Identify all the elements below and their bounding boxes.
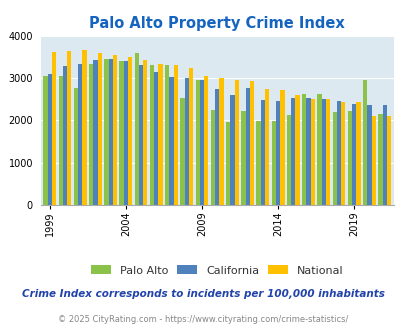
- Bar: [204, 76, 208, 205]
- Bar: [386, 116, 390, 205]
- Bar: [82, 50, 86, 205]
- Bar: [377, 114, 382, 205]
- Bar: [58, 76, 63, 205]
- Bar: [199, 81, 204, 205]
- Bar: [332, 112, 336, 205]
- Bar: [310, 99, 314, 205]
- Bar: [74, 88, 78, 205]
- Bar: [226, 122, 230, 205]
- Bar: [195, 80, 199, 205]
- Bar: [119, 61, 124, 205]
- Bar: [219, 79, 223, 205]
- Bar: [78, 64, 82, 205]
- Bar: [149, 65, 154, 205]
- Bar: [188, 68, 193, 205]
- Bar: [113, 55, 117, 205]
- Bar: [279, 90, 284, 205]
- Bar: [184, 79, 188, 205]
- Bar: [210, 110, 215, 205]
- Bar: [340, 102, 345, 205]
- Legend: Palo Alto, California, National: Palo Alto, California, National: [86, 261, 347, 280]
- Bar: [173, 65, 177, 205]
- Bar: [143, 60, 147, 205]
- Bar: [241, 111, 245, 205]
- Bar: [245, 88, 249, 205]
- Bar: [264, 89, 269, 205]
- Bar: [104, 59, 108, 205]
- Bar: [275, 101, 279, 205]
- Bar: [47, 74, 52, 205]
- Bar: [165, 65, 169, 205]
- Bar: [63, 66, 67, 205]
- Bar: [180, 98, 184, 205]
- Bar: [286, 115, 290, 205]
- Bar: [317, 93, 321, 205]
- Bar: [43, 76, 47, 205]
- Bar: [325, 99, 329, 205]
- Bar: [356, 102, 360, 205]
- Bar: [124, 61, 128, 205]
- Bar: [154, 72, 158, 205]
- Bar: [128, 57, 132, 205]
- Bar: [351, 105, 356, 205]
- Bar: [362, 80, 367, 205]
- Bar: [93, 60, 97, 205]
- Bar: [321, 99, 325, 205]
- Bar: [89, 64, 93, 205]
- Bar: [215, 89, 219, 205]
- Bar: [52, 52, 56, 205]
- Bar: [139, 65, 143, 205]
- Bar: [249, 81, 254, 205]
- Bar: [295, 95, 299, 205]
- Bar: [108, 59, 113, 205]
- Bar: [382, 105, 386, 205]
- Bar: [134, 53, 139, 205]
- Bar: [336, 101, 340, 205]
- Bar: [290, 98, 295, 205]
- Bar: [234, 80, 238, 205]
- Text: Crime Index corresponds to incidents per 100,000 inhabitants: Crime Index corresponds to incidents per…: [21, 289, 384, 299]
- Title: Palo Alto Property Crime Index: Palo Alto Property Crime Index: [89, 16, 344, 31]
- Bar: [97, 53, 102, 205]
- Bar: [306, 98, 310, 205]
- Text: © 2025 CityRating.com - https://www.cityrating.com/crime-statistics/: © 2025 CityRating.com - https://www.city…: [58, 315, 347, 324]
- Bar: [256, 121, 260, 205]
- Bar: [169, 77, 173, 205]
- Bar: [158, 64, 162, 205]
- Bar: [271, 121, 275, 205]
- Bar: [371, 116, 375, 205]
- Bar: [67, 50, 71, 205]
- Bar: [347, 111, 351, 205]
- Bar: [367, 105, 371, 205]
- Bar: [301, 93, 306, 205]
- Bar: [230, 95, 234, 205]
- Bar: [260, 100, 264, 205]
